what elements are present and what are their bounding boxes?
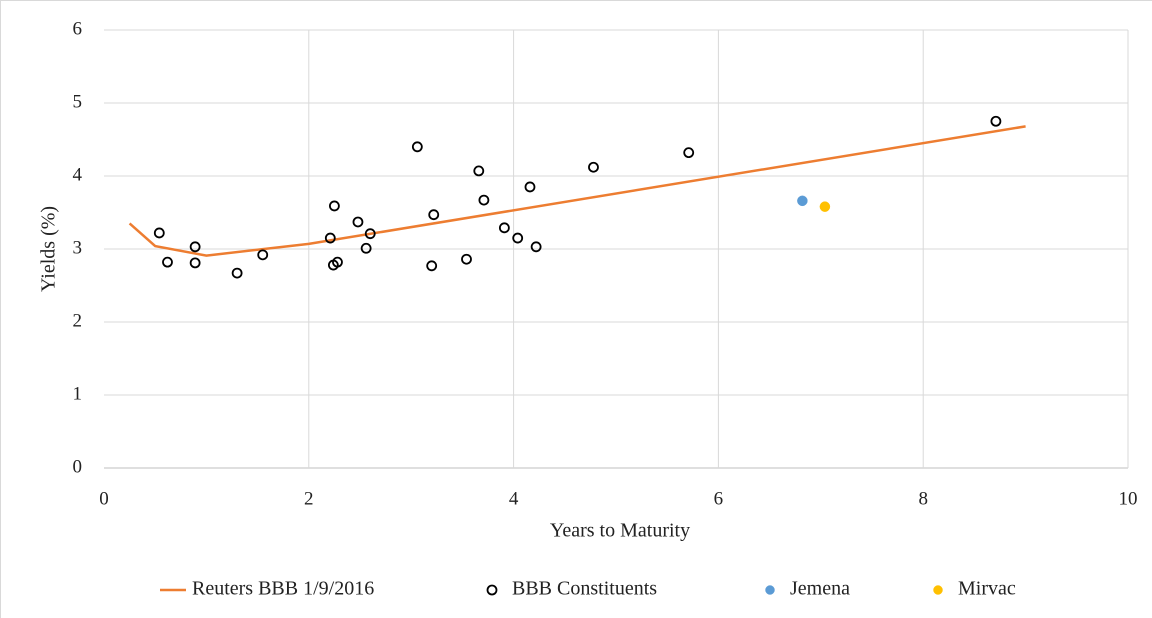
legend-label: Jemena bbox=[790, 578, 850, 600]
point bbox=[512, 232, 524, 244]
legend-swatch bbox=[486, 584, 498, 596]
legend-swatch bbox=[765, 585, 775, 595]
x-tick-label: 8 bbox=[918, 488, 928, 509]
point bbox=[153, 227, 165, 239]
point bbox=[189, 241, 201, 253]
point bbox=[797, 195, 808, 207]
point bbox=[819, 201, 831, 212]
x-tick-label: 2 bbox=[304, 488, 314, 509]
point bbox=[478, 194, 490, 206]
point bbox=[162, 256, 173, 268]
point bbox=[411, 141, 423, 153]
x-tick-label: 4 bbox=[509, 488, 519, 509]
legend-label: Reuters BBB 1/9/2016 bbox=[192, 578, 374, 600]
point bbox=[473, 165, 485, 177]
point bbox=[588, 161, 599, 173]
x-axis-title: Years to Maturity bbox=[550, 520, 690, 542]
y-tick-label: 1 bbox=[73, 383, 83, 404]
legend-label: Mirvac bbox=[958, 578, 1016, 600]
point bbox=[332, 256, 343, 268]
y-tick-label: 2 bbox=[73, 310, 83, 331]
point bbox=[990, 115, 1002, 127]
y-tick-label: 6 bbox=[73, 18, 83, 39]
x-tick-label: 0 bbox=[99, 488, 109, 509]
y-tick-label: 4 bbox=[73, 164, 83, 185]
point bbox=[189, 257, 201, 269]
y-tick-label: 0 bbox=[73, 456, 83, 477]
point bbox=[364, 228, 376, 240]
y-axis-title: Yields (%) bbox=[38, 206, 60, 292]
point bbox=[231, 267, 243, 279]
point bbox=[328, 200, 340, 212]
point bbox=[530, 241, 542, 253]
legend-label: BBB Constituents bbox=[512, 578, 657, 600]
point bbox=[461, 253, 472, 265]
x-tick-label: 6 bbox=[714, 488, 724, 509]
point bbox=[426, 260, 438, 272]
x-tick-label: 10 bbox=[1119, 488, 1138, 509]
point bbox=[257, 249, 269, 261]
point bbox=[324, 232, 336, 244]
point bbox=[360, 242, 372, 254]
y-tick-label: 3 bbox=[73, 237, 83, 258]
series-line bbox=[128, 125, 1026, 257]
y-tick-label: 5 bbox=[73, 91, 83, 112]
point bbox=[683, 147, 695, 159]
legend-swatch bbox=[933, 585, 943, 595]
point bbox=[498, 222, 510, 234]
point bbox=[524, 181, 536, 193]
point bbox=[428, 209, 440, 221]
point bbox=[352, 216, 364, 228]
